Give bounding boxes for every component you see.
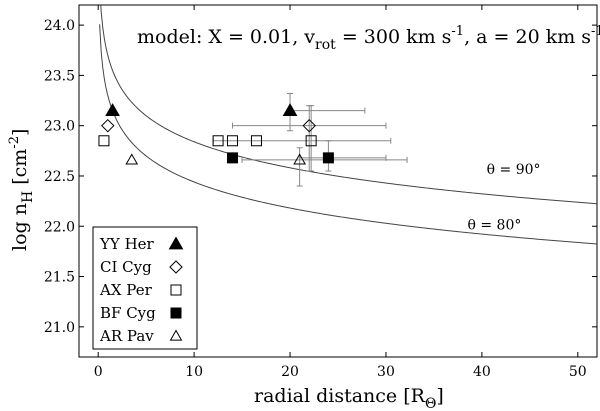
data-point-ar-pav [125,153,139,165]
legend-marker-yy-her [168,236,184,250]
model-curve-theta-90 [100,5,597,205]
y-tick-label: 23.0 [44,119,75,135]
y-tick-label: 24.0 [44,18,75,34]
data-point-yy-her [105,103,120,116]
x-tick-label: 50 [569,364,587,380]
y-tick-label: 21.5 [44,270,75,286]
y-tick-label: 22.5 [44,169,75,185]
error-bars [212,93,408,187]
x-tick-label: 0 [94,364,103,380]
legend-marker-ci-cyg [169,260,183,274]
legend-label-bf-cyg: BF Cyg [100,304,156,322]
x-axis-label: radial distance [RΘ] [254,385,444,411]
data-point-bf-cyg [322,152,334,164]
curve-label: θ = 80° [468,217,522,233]
y-tick-label: 23.5 [44,68,75,84]
curve-label: θ = 90° [487,162,541,178]
legend-label-ar-pav: AR Pav [99,327,154,345]
x-tick-label: 40 [473,364,491,380]
chart-title: model: X = 0.01, vrot = 300 km s-1, a = … [137,24,600,53]
x-tick-label: 30 [377,364,395,380]
error-bar-x-ax-per [212,137,392,144]
plot-frame [78,4,598,358]
model-curves [99,5,597,245]
data-point-bf-cyg [226,152,238,164]
data-point-ax-per [212,135,224,147]
y-tick-label: 21.0 [44,320,75,336]
legend: YY Her CI Cyg AX Per BF Cyg AR Pav [92,226,198,350]
x-tick-label: 20 [281,364,299,380]
legend-marker-bf-cyg [170,307,182,319]
data-point-ar-pav [293,153,306,165]
x-tick-label: 10 [185,364,203,380]
data-point-ax-per [250,135,262,147]
data-point-yy-her [282,103,298,116]
legend-marker-ar-pav [169,329,183,341]
legend-label-ci-cyg: CI Cyg [100,258,152,276]
data-points [98,103,334,165]
data-point-ci-cyg [302,118,316,133]
legend-label-ax-per: AX Per [99,281,153,299]
y-tick-label: 22.0 [44,219,75,235]
data-point-ci-cyg [101,118,115,133]
data-point-ax-per [226,135,238,147]
axis-ticks: 0 10 20 30 40 50 21.0 21.5 22.0 22.5 23.0 23.5 24.0 [44,5,597,380]
legend-label-yy-her: YY Her [99,235,155,253]
legend-marker-ax-per [170,284,182,296]
data-point-ax-per [98,135,110,147]
model-curve-theta-80 [99,24,597,245]
error-bar-x-yy-her [289,107,366,114]
y-axis-label: log nH [cm-2] [7,129,36,251]
data-point-ax-per [305,135,317,147]
